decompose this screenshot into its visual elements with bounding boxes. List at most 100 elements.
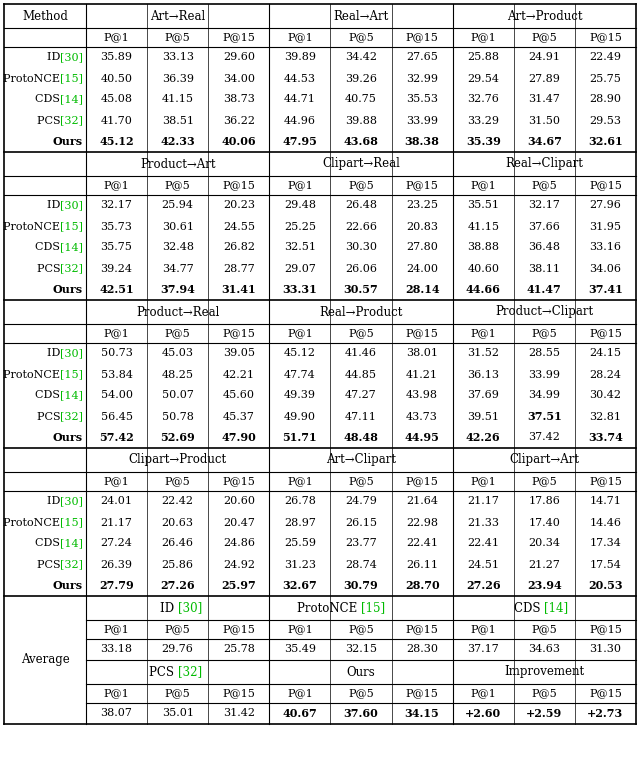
Text: ProtoNCE: ProtoNCE (297, 601, 361, 614)
Text: P@1: P@1 (104, 328, 129, 338)
Text: 33.99: 33.99 (529, 370, 561, 380)
Text: PCS: PCS (149, 666, 178, 679)
Text: P@15: P@15 (406, 689, 438, 699)
Text: [32]: [32] (60, 264, 83, 274)
Text: 29.60: 29.60 (223, 52, 255, 62)
Text: 38.01: 38.01 (406, 348, 438, 358)
Text: P@5: P@5 (531, 624, 557, 634)
Text: 22.42: 22.42 (162, 496, 194, 506)
Text: 39.26: 39.26 (345, 74, 377, 84)
Text: 31.41: 31.41 (221, 284, 256, 295)
Text: 39.89: 39.89 (284, 52, 316, 62)
Text: [15]: [15] (60, 370, 83, 380)
Text: CDS: CDS (35, 242, 64, 252)
Text: 21.33: 21.33 (467, 518, 499, 528)
Text: 42.21: 42.21 (223, 370, 255, 380)
Text: 39.88: 39.88 (345, 116, 377, 126)
Text: 40.75: 40.75 (345, 94, 377, 104)
Text: 27.65: 27.65 (406, 52, 438, 62)
Text: 45.03: 45.03 (162, 348, 194, 358)
Text: P@5: P@5 (348, 624, 374, 634)
Text: P@5: P@5 (531, 32, 557, 42)
Text: 57.42: 57.42 (99, 432, 134, 443)
Text: 47.11: 47.11 (345, 412, 377, 422)
Text: 35.39: 35.39 (466, 136, 500, 147)
Text: 27.24: 27.24 (100, 538, 132, 548)
Text: P@15: P@15 (589, 689, 622, 699)
Text: 17.86: 17.86 (529, 496, 560, 506)
Text: PCS: PCS (36, 264, 64, 274)
Text: 38.88: 38.88 (467, 242, 499, 252)
Text: 33.99: 33.99 (406, 116, 438, 126)
Text: Art→Product: Art→Product (507, 9, 582, 22)
Text: [15]: [15] (361, 601, 385, 614)
Text: [15]: [15] (60, 74, 83, 84)
Text: 23.94: 23.94 (527, 580, 562, 591)
Text: 35.73: 35.73 (100, 222, 132, 232)
Text: 38.07: 38.07 (100, 709, 132, 719)
Text: [14]: [14] (60, 242, 83, 252)
Text: 47.27: 47.27 (345, 390, 377, 400)
Text: 45.08: 45.08 (100, 94, 132, 104)
Text: 30.30: 30.30 (345, 242, 377, 252)
Text: ProtoNCE: ProtoNCE (3, 74, 64, 84)
Text: Ours: Ours (53, 136, 83, 147)
Text: 24.91: 24.91 (529, 52, 561, 62)
Text: P@5: P@5 (164, 32, 191, 42)
Text: Average: Average (20, 653, 69, 667)
Text: 43.73: 43.73 (406, 412, 438, 422)
Text: 28.70: 28.70 (404, 580, 440, 591)
Text: P@5: P@5 (164, 328, 191, 338)
Text: 32.17: 32.17 (529, 200, 560, 210)
Text: 27.79: 27.79 (99, 580, 134, 591)
Text: 27.26: 27.26 (466, 580, 500, 591)
Text: 22.41: 22.41 (406, 538, 438, 548)
Text: 48.48: 48.48 (344, 432, 378, 443)
Text: 21.64: 21.64 (406, 496, 438, 506)
Text: [30]: [30] (60, 348, 83, 358)
Text: 30.57: 30.57 (344, 284, 378, 295)
Text: 28.77: 28.77 (223, 264, 255, 274)
Text: P@1: P@1 (104, 476, 129, 486)
Text: P@15: P@15 (222, 180, 255, 190)
Text: P@15: P@15 (222, 328, 255, 338)
Text: 45.12: 45.12 (284, 348, 316, 358)
Text: 28.24: 28.24 (589, 370, 621, 380)
Text: [32]: [32] (60, 412, 83, 422)
Text: CDS: CDS (35, 538, 64, 548)
Text: 36.39: 36.39 (162, 74, 194, 84)
Text: 20.47: 20.47 (223, 518, 255, 528)
Text: 35.53: 35.53 (406, 94, 438, 104)
Text: 31.50: 31.50 (529, 116, 561, 126)
Text: 36.13: 36.13 (467, 370, 499, 380)
Text: 26.78: 26.78 (284, 496, 316, 506)
Text: P@5: P@5 (531, 689, 557, 699)
Text: 42.33: 42.33 (160, 136, 195, 147)
Text: 48.25: 48.25 (162, 370, 194, 380)
Text: 26.11: 26.11 (406, 559, 438, 570)
Text: 31.42: 31.42 (223, 709, 255, 719)
Text: 34.63: 34.63 (529, 644, 561, 654)
Text: Method: Method (22, 9, 68, 22)
Text: 32.81: 32.81 (589, 412, 621, 422)
Text: 33.31: 33.31 (282, 284, 317, 295)
Text: ProtoNCE: ProtoNCE (3, 370, 64, 380)
Text: P@15: P@15 (589, 328, 622, 338)
Text: 33.13: 33.13 (162, 52, 194, 62)
Text: 31.23: 31.23 (284, 559, 316, 570)
Text: PCS: PCS (36, 559, 64, 570)
Text: P@5: P@5 (348, 180, 374, 190)
Text: P@5: P@5 (531, 328, 557, 338)
Text: 54.00: 54.00 (100, 390, 132, 400)
Text: P@1: P@1 (104, 32, 129, 42)
Text: 25.97: 25.97 (221, 580, 256, 591)
Text: 44.71: 44.71 (284, 94, 316, 104)
Text: Real→Art: Real→Art (333, 9, 388, 22)
Text: 26.82: 26.82 (223, 242, 255, 252)
Text: [30]: [30] (178, 601, 202, 614)
Text: P@5: P@5 (348, 689, 374, 699)
Text: 39.24: 39.24 (100, 264, 132, 274)
Text: 32.99: 32.99 (406, 74, 438, 84)
Text: 32.15: 32.15 (345, 644, 377, 654)
Text: 36.48: 36.48 (529, 242, 561, 252)
